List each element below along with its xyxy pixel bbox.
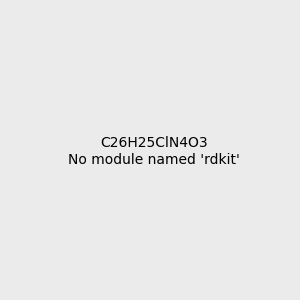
Text: C26H25ClN4O3
No module named 'rdkit': C26H25ClN4O3 No module named 'rdkit' xyxy=(68,136,240,166)
